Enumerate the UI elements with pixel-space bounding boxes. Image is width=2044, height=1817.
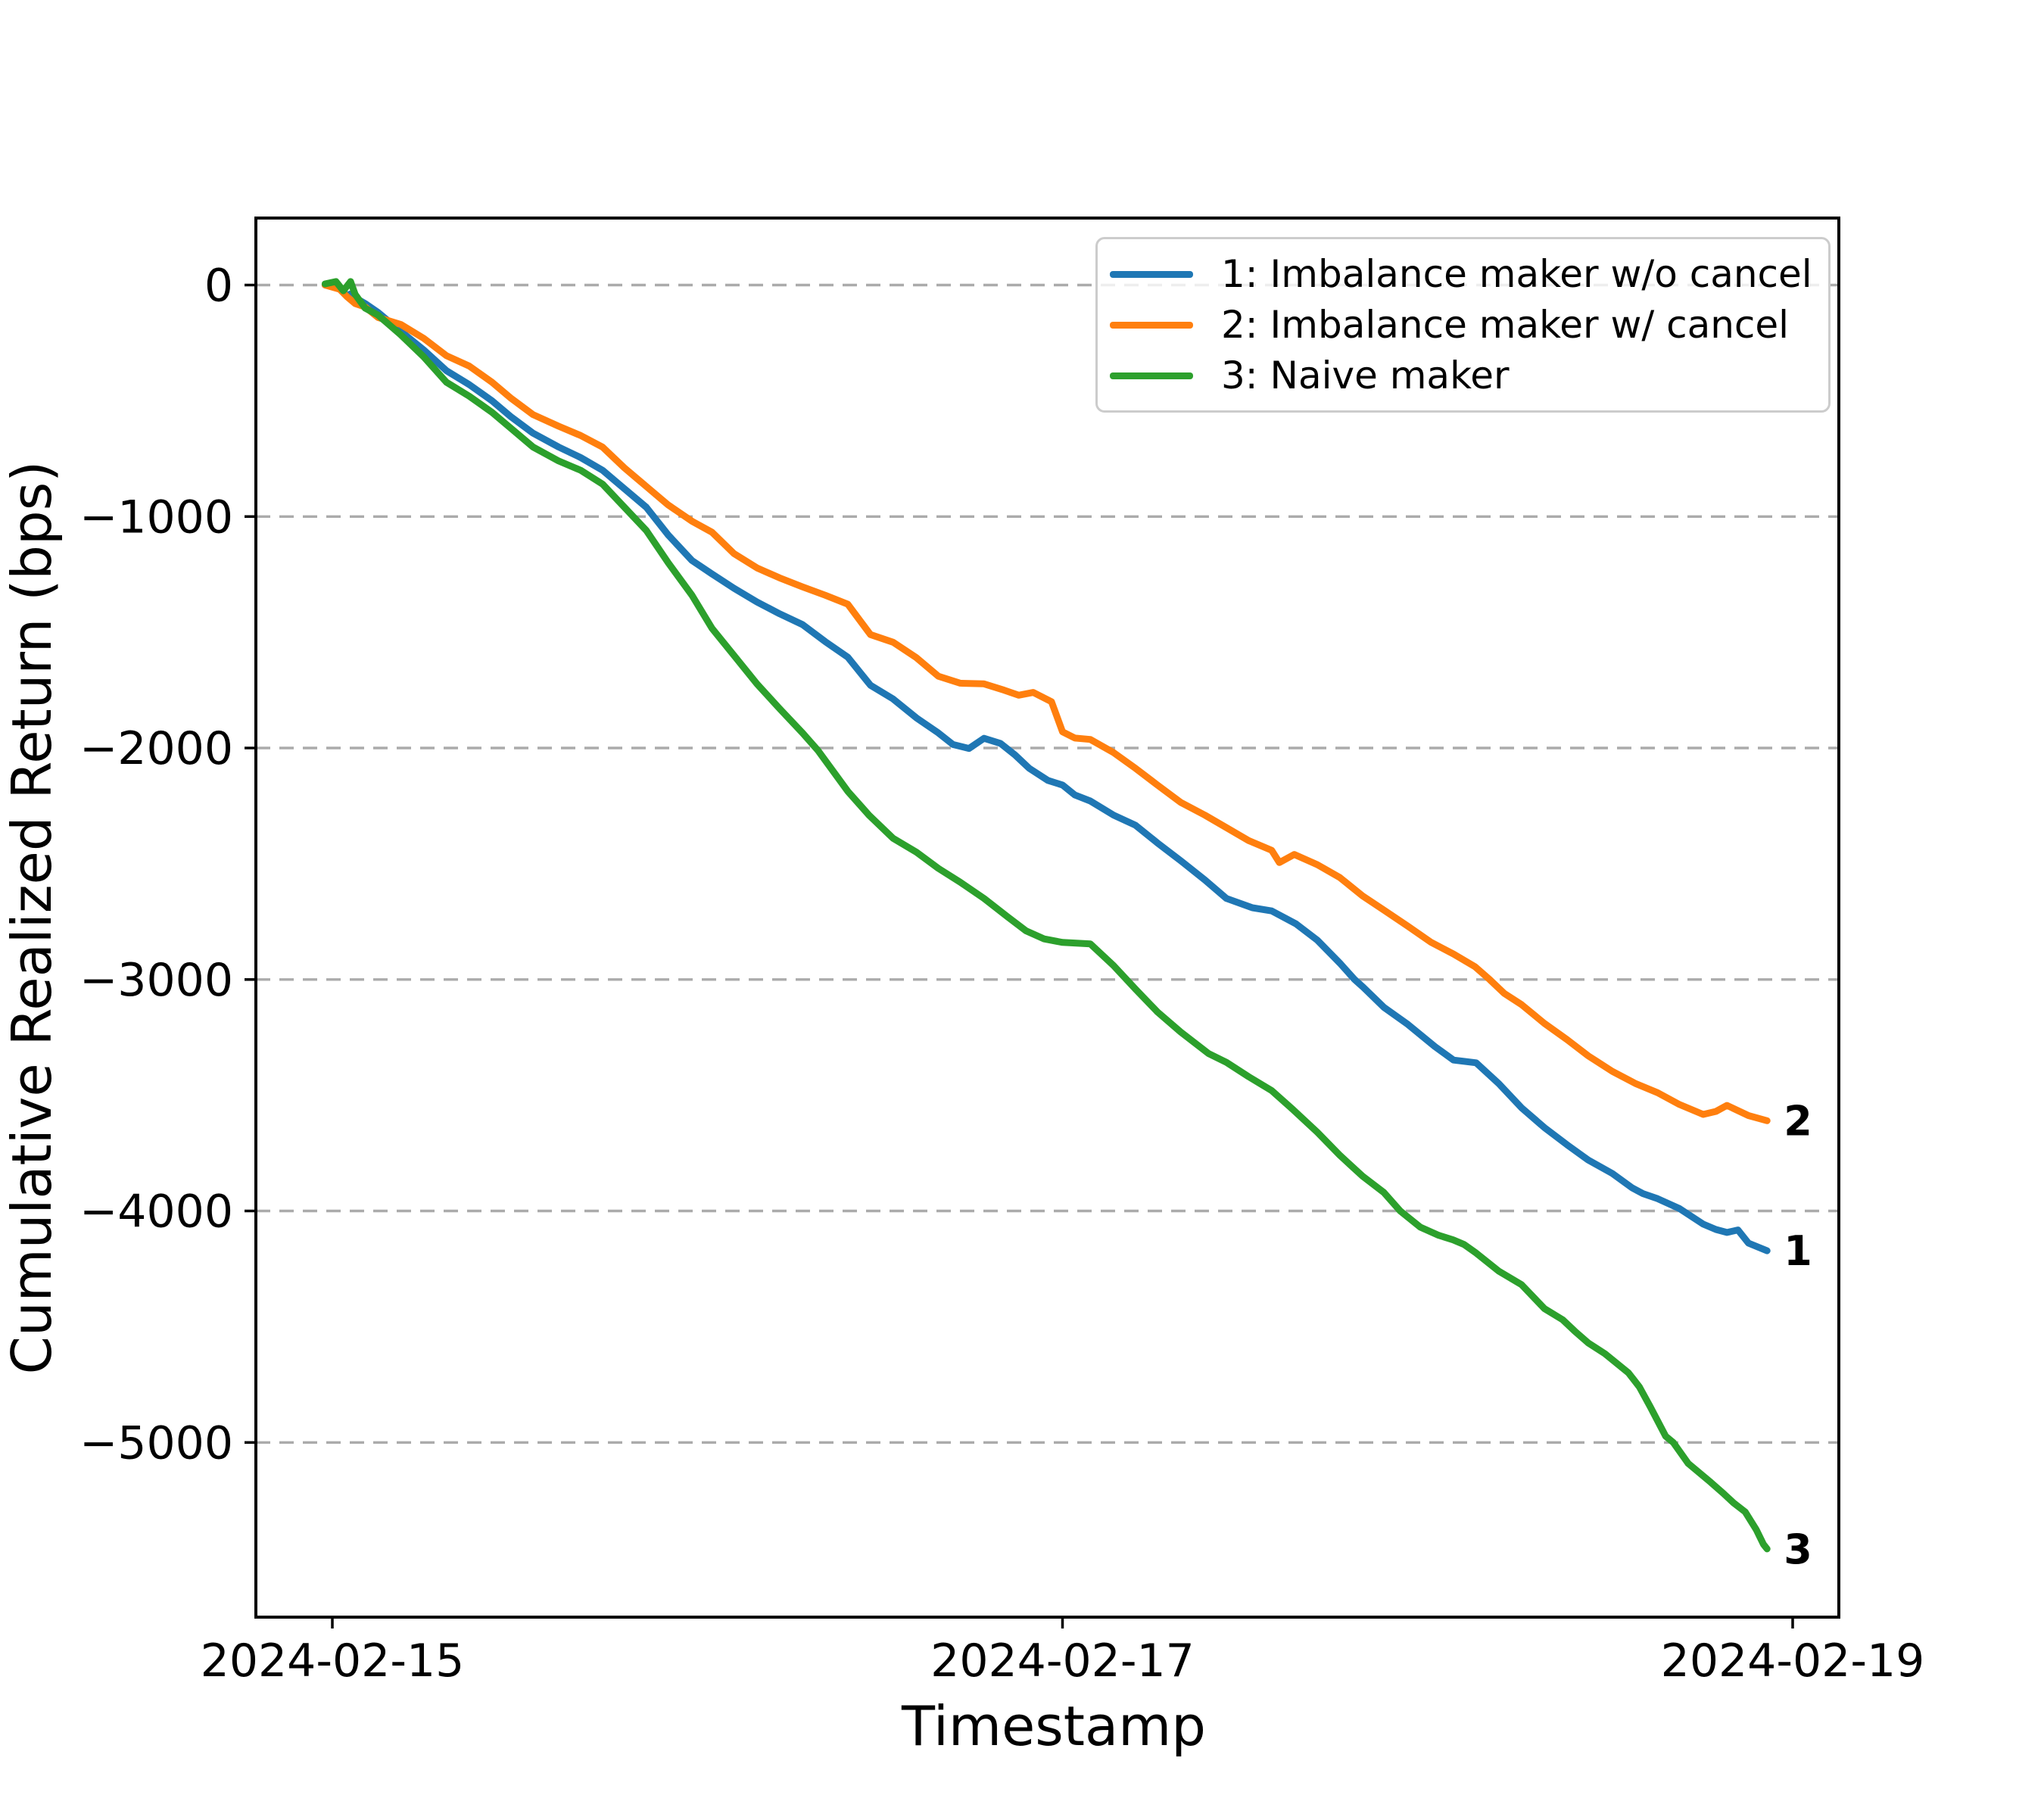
legend-item-label: 2: Imbalance maker w/ cancel [1221, 303, 1790, 347]
y-tick-label: −5000 [79, 1417, 233, 1469]
legend-item-1: 1: Imbalance maker w/o cancel [1110, 255, 1821, 293]
plot-border [254, 217, 1840, 1619]
series-end-label-1: 1 [1784, 1227, 1812, 1275]
legend-line-swatch-blue [1110, 270, 1193, 278]
x-axis-label: Timestamp [902, 1694, 1206, 1758]
x-tick-label: 2024-02-19 [1661, 1635, 1925, 1688]
series-line-3 [321, 278, 1771, 1553]
y-tick-label: 0 [204, 260, 233, 313]
legend-item-label: 1: Imbalance maker w/o cancel [1221, 252, 1812, 296]
series-end-label-3: 3 [1784, 1526, 1812, 1573]
x-tick-label: 2024-02-15 [201, 1635, 465, 1688]
x-tick-label: 2024-02-17 [930, 1635, 1195, 1688]
legend-line-swatch-orange [1110, 321, 1193, 329]
legend-line-swatch-green [1110, 372, 1193, 379]
series-line-1 [321, 282, 1771, 1254]
y-tick-label: −4000 [79, 1186, 233, 1239]
legend-item-3: 3: Naive maker [1110, 357, 1821, 394]
legend: 1: Imbalance maker w/o cancel 2: Imbalan… [1095, 237, 1831, 413]
y-tick-label: −1000 [79, 491, 233, 544]
y-axis-label: Cumulative Realized Return (bps) [0, 460, 64, 1375]
legend-item-label: 3: Naive maker [1221, 354, 1510, 397]
y-tick-label: −3000 [79, 954, 233, 1007]
legend-item-2: 2: Imbalance maker w/ cancel [1110, 306, 1821, 344]
y-tick-label: −2000 [79, 722, 233, 775]
series-line-2 [321, 282, 1771, 1124]
series-end-label-2: 2 [1784, 1097, 1812, 1145]
